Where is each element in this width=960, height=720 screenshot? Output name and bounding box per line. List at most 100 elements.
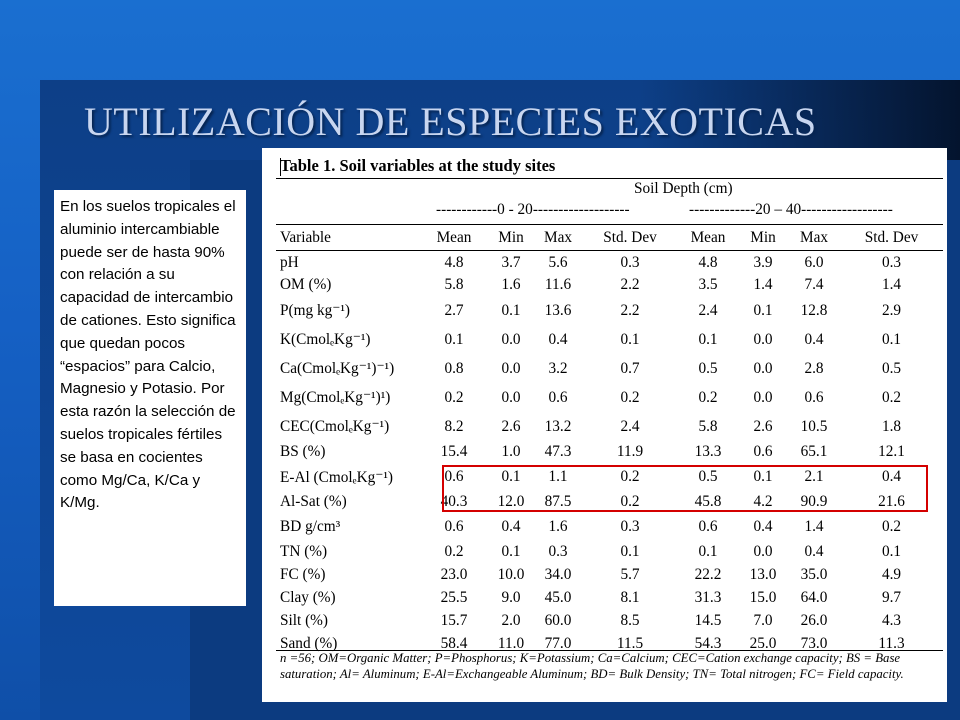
table-cell: 60.0 <box>544 611 572 629</box>
table-cell: 14.5 <box>694 611 722 629</box>
table-cell: 0.0 <box>501 388 521 406</box>
table-cell: 0.0 <box>753 388 773 406</box>
table-cell: 5.6 <box>548 254 568 271</box>
table-row: pH 4.8 3.7 5.6 0.3 4.8 3.9 6.0 0.3 <box>276 252 943 274</box>
side-note-text: En los suelos tropicales el aluminio int… <box>54 190 246 606</box>
row-label: Ca(CmolₑKg⁻¹)⁻¹) <box>280 360 395 377</box>
table-cell: 2.0 <box>501 611 521 629</box>
table-cell: 15.7 <box>440 611 468 629</box>
table-row: Sand (%) 58.4 11.0 77.0 11.5 54.3 25.0 73.0 11.3 <box>276 632 943 655</box>
column-header: Min <box>498 229 524 246</box>
column-header-row: Variable Mean Min Max Std. Dev Mean Min Max Std.… <box>276 227 943 249</box>
table-cell: 2.1 <box>804 468 824 485</box>
table-cell: 13.2 <box>544 417 572 435</box>
table-cell: 13.3 <box>694 443 722 460</box>
table-cell: 0.0 <box>753 542 773 560</box>
column-header: Mean <box>436 229 472 246</box>
table-cell: 7.4 <box>804 276 824 293</box>
table-cell: 13.6 <box>544 301 572 319</box>
table-cell: 40.3 <box>440 493 468 510</box>
table-row: Silt (%) 15.7 2.0 60.0 8.5 14.5 7.0 26.0 4.3 <box>276 609 943 632</box>
table-cell: 12.8 <box>800 301 828 319</box>
table-cell: 10.0 <box>497 565 525 583</box>
table-cell: 15.0 <box>749 588 777 606</box>
top-rule <box>276 178 943 179</box>
table-cell: 11.5 <box>616 634 644 652</box>
table-cell: 0.6 <box>444 468 464 485</box>
table-cell: 1.4 <box>753 276 773 293</box>
table-cell: 0.2 <box>698 388 718 406</box>
aluminum-rows-highlight <box>442 465 928 512</box>
table-cell: 1.8 <box>881 417 902 435</box>
column-header: Variable <box>280 229 331 246</box>
table-cell: 0.4 <box>804 542 824 560</box>
table-cell: 3.9 <box>753 254 773 271</box>
row-label: K(CmolₑKg⁻¹) <box>280 331 371 348</box>
table-image-panel: Table 1. Soil variables at the study sit… <box>262 148 947 702</box>
table-cell: 3.2 <box>548 359 568 377</box>
table-cell: 2.4 <box>698 301 718 319</box>
table-cell: 0.2 <box>881 388 902 406</box>
column-header: Std. Dev <box>864 229 919 246</box>
table-cell: 0.3 <box>881 254 902 271</box>
table-cell: 1.0 <box>501 443 521 460</box>
table-cell: 26.0 <box>800 611 828 629</box>
column-header: Std. Dev <box>603 229 657 246</box>
table-cell: 0.1 <box>698 542 718 560</box>
row-label: TN (%) <box>280 542 328 560</box>
table-cell: 13.0 <box>749 565 777 583</box>
table-cell: 54.3 <box>694 634 722 652</box>
table-cell: 0.6 <box>698 517 718 535</box>
table-cell: 4.9 <box>881 565 902 583</box>
table-cell: 65.1 <box>800 443 828 460</box>
table-cell: 0.8 <box>444 359 464 377</box>
table-cell: 2.2 <box>620 301 640 319</box>
header-rule-2 <box>276 250 943 251</box>
depth-header-0-20: ------------0 - 20------------------- <box>436 201 630 218</box>
table-cell: 35.0 <box>800 565 828 583</box>
row-label: Clay (%) <box>280 588 336 606</box>
table-cell: 0.2 <box>620 493 640 510</box>
table-cell: 8.1 <box>620 588 640 606</box>
table-cell: 22.2 <box>694 565 722 583</box>
table-cell: 0.0 <box>501 359 521 377</box>
group-header: Soil Depth (cm) <box>634 180 733 197</box>
table-cell: 0.0 <box>501 330 521 348</box>
table-cell: 6.0 <box>804 254 824 271</box>
table-cell: 73.0 <box>800 634 828 652</box>
table-cell: 1.6 <box>548 517 568 535</box>
table-cell: 1.4 <box>881 276 902 293</box>
soil-data-table: pH 4.8 3.7 5.6 0.3 4.8 3.9 6.0 0.3 OM (%) 5.8 1.6 11… <box>276 252 943 655</box>
table-cell: 21.6 <box>878 493 905 510</box>
table-cell: 0.1 <box>753 301 773 319</box>
table-cell: 11.3 <box>878 634 905 652</box>
table-cell: 10.5 <box>800 417 828 435</box>
table-cell: 0.4 <box>804 330 824 348</box>
table-cell: 0.1 <box>620 330 640 348</box>
table-row: P(mg kg⁻¹) 2.7 0.1 13.6 2.2 2.4 0.1 12.8 2.9 <box>276 296 943 325</box>
row-label: pH <box>280 254 299 271</box>
table-cell: 5.7 <box>620 565 640 583</box>
depth-header-20-40: -------------20 – 40------------------ <box>689 201 893 218</box>
table-cell: 9.7 <box>881 588 902 606</box>
table-cell: 4.3 <box>881 611 902 629</box>
table-cell: 7.0 <box>753 611 773 629</box>
table-cell: 0.1 <box>444 330 464 348</box>
table-cell: 90.9 <box>800 493 828 510</box>
table-cell: 8.2 <box>444 417 464 435</box>
table-cell: 0.4 <box>548 330 568 348</box>
table-cell: 2.4 <box>620 417 640 435</box>
row-label: Sand (%) <box>280 634 338 652</box>
row-label: BS (%) <box>280 443 326 460</box>
table-cell: 0.1 <box>881 330 902 348</box>
table-cell: 9.0 <box>501 588 521 606</box>
row-label: CEC(CmolₑKg⁻¹) <box>280 418 390 435</box>
table-cell: 0.3 <box>548 542 568 560</box>
table-cell: 3.7 <box>501 254 521 271</box>
table-row: Clay (%) 25.5 9.0 45.0 8.1 31.3 15.0 64.0 9.7 <box>276 586 943 609</box>
row-label: E-Al (CmolₑKg⁻¹) <box>280 468 394 486</box>
table-cell: 4.8 <box>698 254 718 271</box>
table-cell: 0.0 <box>753 330 773 348</box>
table-cell: 0.4 <box>501 517 521 535</box>
row-label: FC (%) <box>280 565 326 583</box>
